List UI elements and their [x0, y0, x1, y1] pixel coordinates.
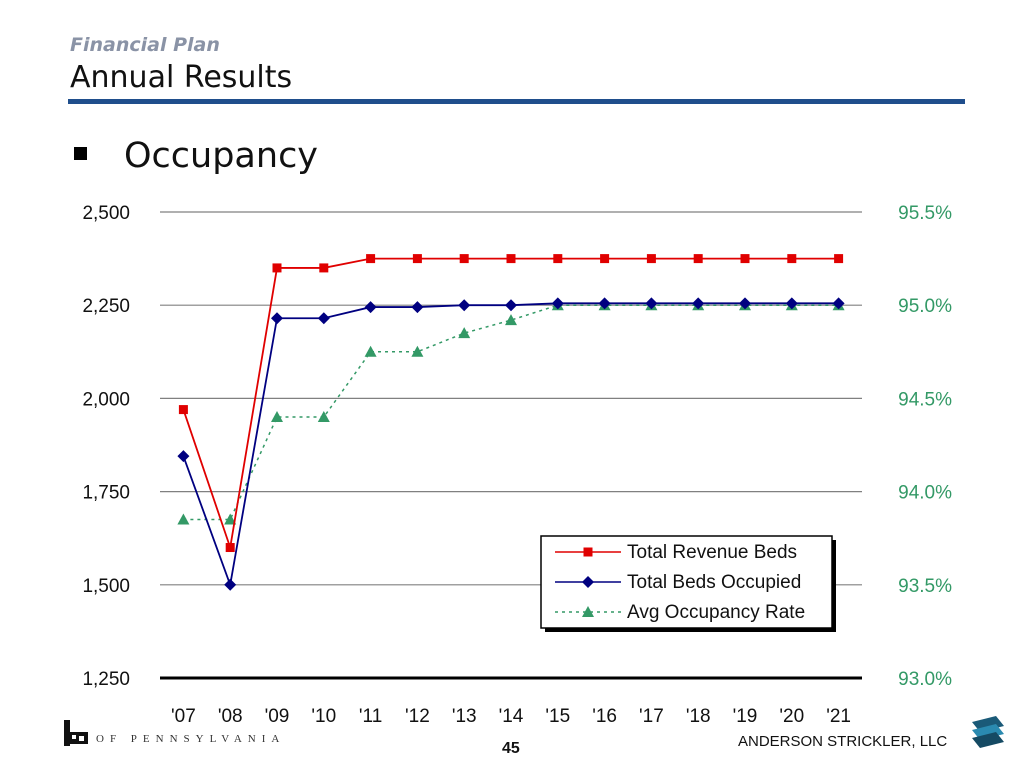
firm-name: ANDERSON STRICKLER, LLC [738, 733, 948, 750]
data-point [364, 301, 377, 314]
page-subtitle: Financial Plan [70, 34, 220, 56]
data-point [366, 254, 376, 264]
bullet-icon [74, 147, 87, 160]
x-tick-label: '20 [779, 706, 804, 727]
y-right-tick-label: 95.5% [898, 203, 952, 224]
legend-marker [582, 576, 594, 588]
legend-marker [583, 547, 593, 557]
data-point [411, 345, 424, 357]
y-right-tick-label: 95.0% [898, 296, 952, 317]
series-line [183, 304, 839, 521]
data-point [412, 254, 422, 264]
y-left-tick-label: 2,000 [82, 389, 130, 410]
title-rule [68, 99, 965, 104]
y-left-tick-label: 1,750 [82, 483, 130, 504]
data-point [364, 345, 377, 357]
data-point [551, 297, 564, 310]
data-point [224, 513, 237, 525]
y-left-tick-label: 2,500 [82, 203, 130, 224]
data-point [458, 327, 471, 339]
x-tick-label: '15 [545, 706, 570, 727]
legend-label: Total Beds Occupied [627, 572, 801, 593]
data-point [458, 299, 471, 312]
data-point [692, 297, 705, 310]
data-point [832, 297, 845, 310]
y-right-tick-label: 94.5% [898, 389, 952, 410]
x-tick-label: '09 [265, 706, 290, 727]
data-point [178, 405, 188, 415]
data-point [553, 254, 563, 264]
data-point [645, 297, 658, 310]
legend-marker [582, 606, 594, 617]
university-logo [64, 720, 88, 746]
data-point [785, 297, 798, 310]
data-point [319, 263, 329, 273]
x-tick-label: '10 [311, 706, 336, 727]
y-right-tick-label: 93.5% [898, 576, 952, 597]
x-tick-label: '21 [826, 706, 851, 727]
x-tick-label: '12 [405, 706, 430, 727]
x-tick-label: '16 [592, 706, 617, 727]
data-point [224, 578, 237, 591]
data-point [317, 411, 330, 423]
data-point [646, 254, 656, 264]
firm-logo [972, 716, 1004, 748]
bullet-heading: Occupancy [124, 136, 319, 176]
x-tick-label: '14 [499, 706, 524, 727]
y-left-tick-label: 1,500 [82, 576, 130, 597]
data-point [177, 513, 190, 525]
data-point [271, 312, 283, 325]
data-point [272, 263, 282, 273]
y-right-tick-label: 94.0% [898, 483, 952, 504]
data-point [506, 254, 516, 264]
data-point [459, 254, 469, 264]
x-tick-label: '08 [218, 706, 243, 727]
data-point [271, 411, 283, 423]
legend-label: Avg Occupancy Rate [627, 602, 805, 623]
x-tick-label: '07 [171, 706, 196, 727]
y-right-tick-label: 93.0% [898, 669, 952, 690]
data-point [693, 254, 703, 264]
data-point [505, 299, 517, 312]
x-tick-label: '11 [359, 706, 382, 727]
y-left-tick-label: 2,250 [82, 296, 130, 317]
data-point [225, 543, 235, 553]
data-point [411, 301, 424, 314]
x-tick-label: '17 [639, 706, 664, 727]
data-point [787, 254, 797, 264]
legend-label: Total Revenue Beds [627, 542, 797, 563]
data-point [740, 254, 750, 264]
data-point [739, 297, 751, 310]
data-point [834, 254, 844, 264]
x-tick-label: '19 [733, 706, 758, 727]
x-tick-label: '18 [686, 706, 711, 727]
page-number: 45 [502, 740, 520, 757]
data-point [598, 297, 611, 310]
y-left-tick-label: 1,250 [82, 669, 130, 690]
page-title: Annual Results [70, 60, 293, 95]
data-point [177, 450, 190, 463]
data-point [317, 312, 330, 325]
footer-university-text: OF PENNSYLVANIA [96, 733, 286, 745]
x-tick-label: '13 [452, 706, 477, 727]
data-point [505, 314, 517, 326]
data-point [600, 254, 610, 264]
